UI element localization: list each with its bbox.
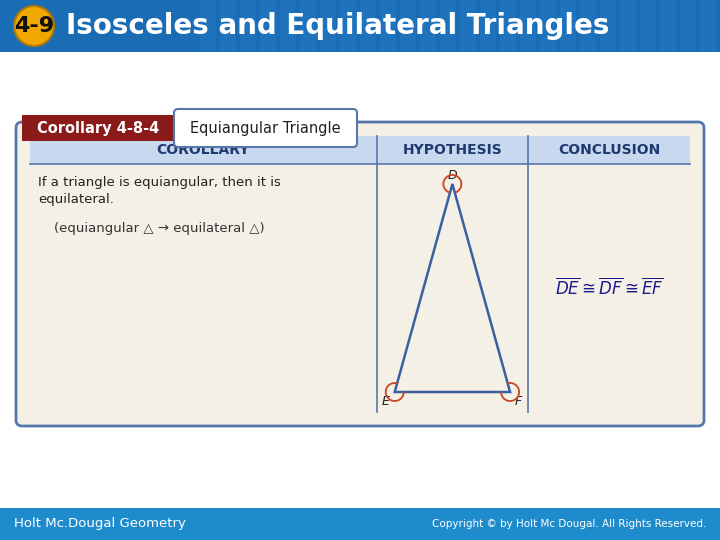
Bar (380, 0, 396, 52)
Text: Corollary 4-8-4: Corollary 4-8-4 (37, 120, 159, 136)
Text: Holt Mc.Dougal Geometry: Holt Mc.Dougal Geometry (14, 517, 186, 530)
Text: 4-9: 4-9 (14, 16, 54, 36)
Bar (0, 0, 720, 52)
Bar (200, 0, 216, 52)
FancyBboxPatch shape (16, 122, 704, 426)
Bar (320, 0, 336, 52)
Circle shape (14, 6, 54, 46)
Bar (600, 0, 616, 52)
Text: Copyright © by Holt Mc Dougal. All Rights Reserved.: Copyright © by Holt Mc Dougal. All Right… (431, 519, 706, 529)
Text: E: E (382, 395, 390, 408)
Bar (420, 0, 436, 52)
Bar (640, 0, 656, 52)
Bar (22, 115, 174, 141)
Text: CONCLUSION: CONCLUSION (558, 143, 660, 157)
Text: (equiangular △ → equilateral △): (equiangular △ → equilateral △) (54, 222, 265, 235)
FancyBboxPatch shape (174, 109, 357, 147)
Bar (280, 0, 296, 52)
Bar (260, 0, 276, 52)
Text: Equiangular Triangle: Equiangular Triangle (190, 120, 341, 136)
Bar (220, 0, 236, 52)
Bar (540, 0, 556, 52)
Bar (300, 0, 316, 52)
Bar (560, 0, 576, 52)
Text: equilateral.: equilateral. (38, 193, 114, 206)
Bar (340, 0, 356, 52)
Bar (400, 0, 416, 52)
Text: HYPOTHESIS: HYPOTHESIS (402, 143, 503, 157)
Text: If a triangle is equiangular, then it is: If a triangle is equiangular, then it is (38, 176, 281, 189)
Text: D: D (448, 169, 457, 182)
Bar (440, 0, 456, 52)
Bar (500, 0, 516, 52)
Bar (700, 0, 716, 52)
Bar (580, 0, 596, 52)
Bar (30, 136, 690, 164)
Bar (660, 0, 676, 52)
Bar (480, 0, 496, 52)
Bar (680, 0, 696, 52)
Bar (520, 0, 536, 52)
Bar (620, 0, 636, 52)
Bar (240, 0, 256, 52)
Text: $\overline{DE} \cong \overline{DF} \cong \overline{EF}$: $\overline{DE} \cong \overline{DF} \cong… (555, 278, 664, 299)
Bar (360, 0, 376, 52)
Text: Isosceles and Equilateral Triangles: Isosceles and Equilateral Triangles (66, 12, 609, 40)
Text: F: F (515, 395, 522, 408)
Bar (460, 0, 476, 52)
Bar (0, 508, 720, 540)
Text: COROLLARY: COROLLARY (156, 143, 250, 157)
